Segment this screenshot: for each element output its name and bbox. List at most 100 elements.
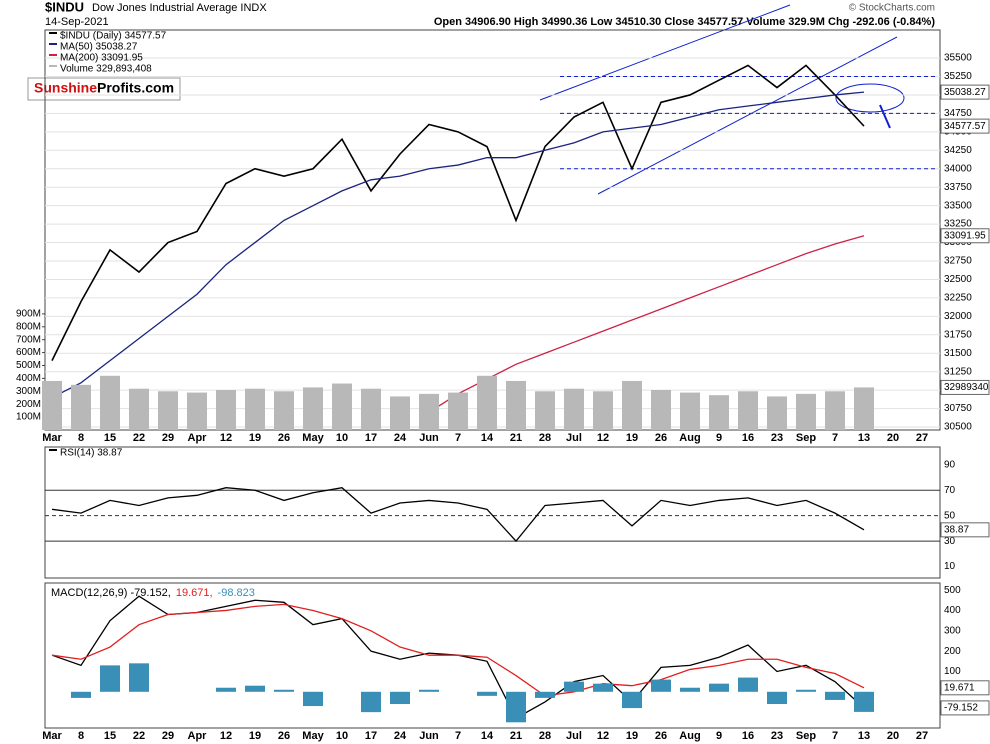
x-tick-label: 26 bbox=[278, 730, 290, 742]
trend-channel bbox=[539, 4, 791, 101]
histogram-bar bbox=[303, 691, 323, 707]
y2-tick-label: 900M bbox=[16, 309, 41, 320]
y-tick-label: 30 bbox=[944, 536, 956, 547]
volume-bar bbox=[796, 393, 816, 430]
value-box bbox=[940, 228, 990, 244]
volume-bar bbox=[651, 390, 671, 430]
volume-bar bbox=[419, 393, 439, 430]
value-box bbox=[940, 118, 990, 134]
y-tick-label: 31750 bbox=[944, 329, 972, 340]
histogram-bar bbox=[361, 691, 381, 713]
histogram-bar bbox=[477, 691, 497, 696]
value-label: 32989340 bbox=[944, 382, 989, 393]
legend-entry: RSI(14) 38.87 bbox=[60, 448, 123, 459]
volume-bar bbox=[535, 391, 555, 430]
x-tick-label: 26 bbox=[655, 730, 667, 742]
volume-bar bbox=[332, 383, 352, 430]
x-tick-label: 22 bbox=[133, 730, 145, 742]
chart-title: $INDU bbox=[45, 0, 84, 14]
y-tick-label: 32500 bbox=[944, 274, 972, 285]
histogram-bar bbox=[738, 677, 758, 692]
value-box bbox=[940, 522, 990, 538]
volume-bar bbox=[506, 380, 526, 430]
histogram-bar bbox=[593, 683, 613, 692]
x-tick-label: 29 bbox=[162, 730, 174, 742]
value-label: -79.152 bbox=[944, 703, 978, 714]
x-tick-label: Mar bbox=[42, 730, 62, 742]
volume-bar bbox=[622, 380, 642, 430]
value-label: 19.671 bbox=[944, 682, 975, 693]
y-tick-label: 32750 bbox=[944, 256, 972, 267]
histogram-bar bbox=[71, 691, 91, 698]
legend-swatch bbox=[49, 449, 57, 451]
x-tick-label: 12 bbox=[220, 432, 232, 444]
x-tick-label: Sep bbox=[796, 432, 816, 444]
volume-bar bbox=[187, 392, 207, 430]
series-line bbox=[51, 91, 865, 399]
x-tick-label: Aug bbox=[679, 730, 700, 742]
x-tick-label: 17 bbox=[365, 432, 377, 444]
y-tick-label: 90 bbox=[944, 459, 956, 470]
x-tick-label: 22 bbox=[133, 432, 145, 444]
y-tick-label: 34250 bbox=[944, 145, 972, 156]
y-tick-label: 400 bbox=[944, 605, 961, 616]
panel-frame bbox=[44, 582, 941, 729]
volume-bar bbox=[390, 396, 410, 430]
chart-subtitle: Dow Jones Industrial Average INDX bbox=[92, 2, 267, 14]
y2-tick-label: 300M bbox=[16, 386, 41, 397]
x-tick-label: 7 bbox=[455, 730, 461, 742]
x-tick-label: 28 bbox=[539, 730, 551, 742]
y-tick-label: 100 bbox=[944, 666, 961, 677]
x-tick-label: 7 bbox=[832, 730, 838, 742]
y-tick-label: 200 bbox=[944, 646, 961, 657]
y-tick-label: 500 bbox=[944, 585, 961, 596]
x-tick-label: Aug bbox=[679, 432, 700, 444]
y-tick-label: 32250 bbox=[944, 293, 972, 304]
x-tick-label: 19 bbox=[249, 432, 261, 444]
x-tick-label: Apr bbox=[188, 432, 208, 444]
legend-swatch bbox=[49, 65, 57, 67]
x-tick-label: 29 bbox=[162, 432, 174, 444]
x-tick-label: 16 bbox=[742, 730, 754, 742]
y2-tick-label: 800M bbox=[16, 321, 41, 332]
volume-bar bbox=[361, 388, 381, 430]
legend-swatch bbox=[49, 54, 57, 56]
y2-tick-label: 600M bbox=[16, 347, 41, 358]
legend-entry: MA(200) 33091.95 bbox=[60, 53, 143, 64]
histogram-bar bbox=[245, 685, 265, 692]
histogram-bar bbox=[680, 687, 700, 692]
x-tick-label: Jun bbox=[419, 730, 439, 742]
volume-bar bbox=[158, 391, 178, 430]
x-tick-label: 24 bbox=[394, 432, 407, 444]
volume-bar bbox=[680, 392, 700, 430]
y2-tick-label: 200M bbox=[16, 399, 41, 410]
x-tick-label: 20 bbox=[887, 730, 899, 742]
logo-black: Profits.com bbox=[97, 80, 174, 96]
series-line bbox=[51, 487, 865, 543]
legend-swatch bbox=[49, 32, 57, 34]
histogram-bar bbox=[709, 683, 729, 692]
x-tick-label: 9 bbox=[716, 432, 722, 444]
y-tick-label: 50 bbox=[944, 510, 956, 521]
legend-entry: $INDU (Daily) 34577.57 bbox=[60, 31, 167, 42]
x-tick-label: 20 bbox=[887, 432, 899, 444]
x-tick-label: 23 bbox=[771, 432, 783, 444]
date: 14-Sep-2021 bbox=[45, 16, 109, 28]
series-line bbox=[51, 64, 865, 361]
volume-bar bbox=[129, 388, 149, 430]
histogram-bar bbox=[100, 665, 120, 692]
y-tick-label: 300 bbox=[944, 625, 961, 636]
histogram-bar bbox=[825, 691, 845, 700]
x-tick-label: 19 bbox=[249, 730, 261, 742]
x-tick-label: 8 bbox=[78, 730, 84, 742]
x-tick-label: 19 bbox=[626, 730, 638, 742]
value-box bbox=[940, 680, 990, 696]
histogram-bar bbox=[564, 681, 584, 692]
volume-bar bbox=[825, 391, 845, 430]
x-tick-label: 14 bbox=[481, 432, 494, 444]
x-tick-label: 13 bbox=[858, 730, 870, 742]
histogram-bar bbox=[767, 691, 787, 705]
y-tick-label: 33500 bbox=[944, 200, 972, 211]
histogram-bar bbox=[129, 663, 149, 692]
x-tick-label: Mar bbox=[42, 432, 62, 444]
